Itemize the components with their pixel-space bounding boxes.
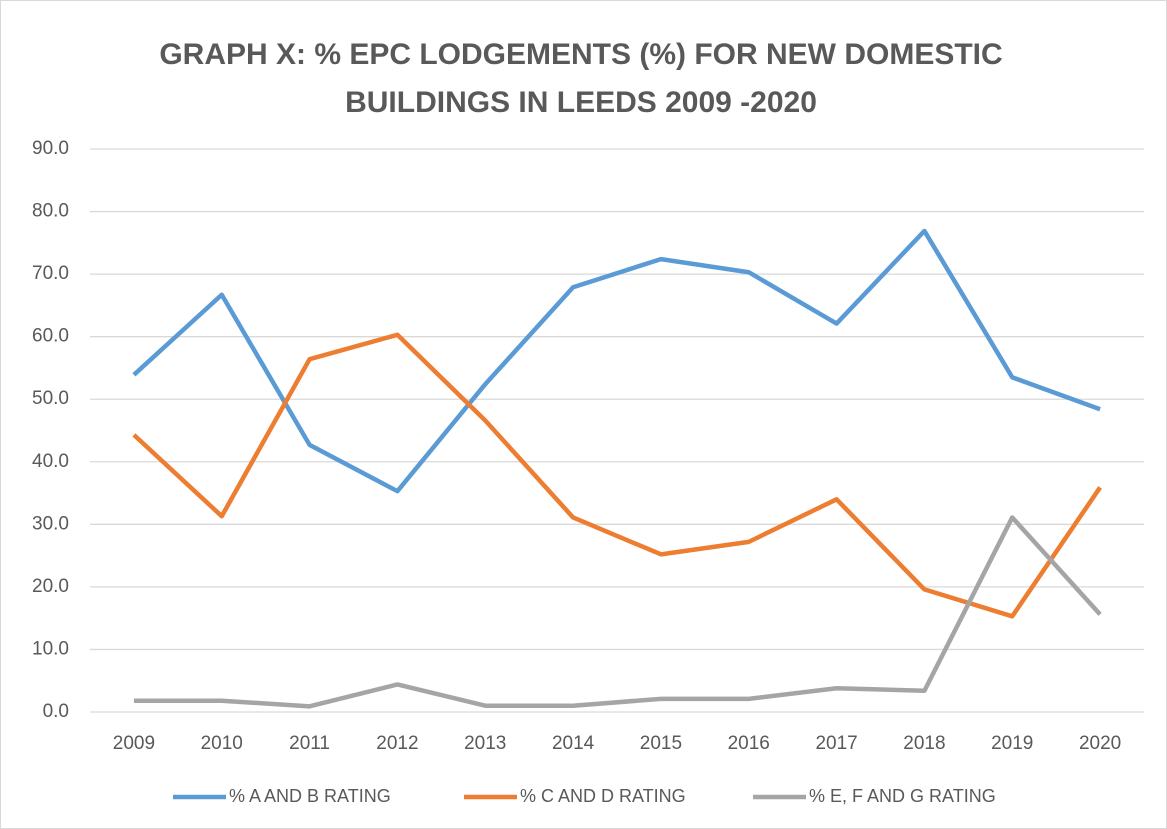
x-tick-label: 2020	[1079, 733, 1121, 754]
y-tick-label: 60.0	[32, 326, 69, 347]
series-line	[132, 228, 1101, 494]
y-tick-label: 10.0	[32, 638, 69, 659]
y-tick-label: 40.0	[32, 451, 69, 472]
y-tick-label: 20.0	[32, 576, 69, 597]
x-tick-label: 2019	[991, 733, 1033, 754]
y-tick-label: 70.0	[32, 263, 69, 284]
x-tick-label: 2013	[464, 733, 506, 754]
legend-label: % E, F AND G RATING	[809, 786, 996, 806]
legend-label: % A AND B RATING	[229, 786, 391, 806]
y-tick-label: 30.0	[32, 513, 69, 534]
x-tick-label: 2018	[903, 733, 945, 754]
y-tick-label: 90.0	[32, 138, 69, 159]
chart-title: GRAPH X: % EPC LODGEMENTS (%) FOR NEW DO…	[159, 38, 1003, 119]
x-tick-label: 2010	[201, 733, 243, 754]
x-tick-label: 2011	[289, 733, 330, 754]
x-tick-label: 2009	[113, 733, 155, 754]
x-tick-label: 2014	[552, 733, 595, 754]
x-tick-label: 2012	[376, 733, 418, 754]
y-tick-label: 80.0	[32, 201, 69, 222]
y-tick-label: 50.0	[32, 388, 69, 409]
y-tick-label: 0.0	[43, 701, 69, 722]
x-tick-label: 2015	[640, 733, 682, 754]
series-line	[132, 332, 1102, 619]
series-line	[133, 515, 1102, 709]
x-tick-label: 2016	[728, 733, 770, 754]
x-tick-label: 2017	[815, 733, 857, 754]
legend-label: % C AND D RATING	[520, 786, 686, 806]
